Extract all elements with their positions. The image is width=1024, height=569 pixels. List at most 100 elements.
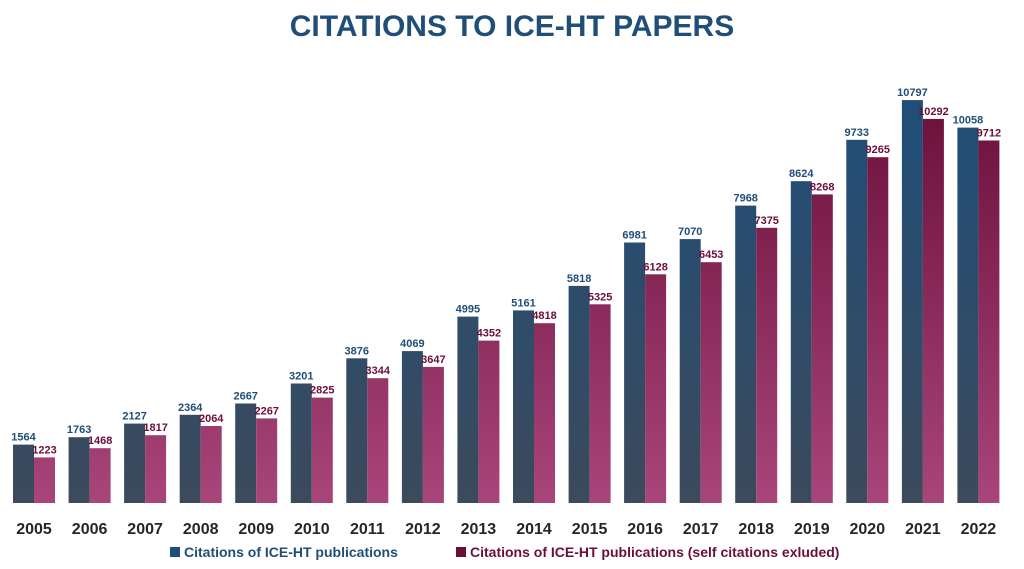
bar-excl-self-2015 <box>589 304 611 503</box>
bar-total-2007 <box>124 423 146 503</box>
legend-label-excl-self: Citations of ICE-HT publications (self c… <box>470 544 839 560</box>
value-label-excl-self-2005: 1223 <box>32 444 56 456</box>
bar-excl-self-2021 <box>922 118 944 504</box>
value-label-total-2012: 4069 <box>400 338 424 350</box>
x-tick-2011: 2011 <box>350 521 385 538</box>
value-label-total-2015: 5818 <box>567 273 591 285</box>
bar-total-2011 <box>346 358 368 503</box>
bar-total-2017 <box>679 239 701 503</box>
value-label-excl-self-2012: 3647 <box>421 354 445 366</box>
value-label-total-2020: 9733 <box>845 127 869 139</box>
x-tick-2017: 2017 <box>683 521 719 538</box>
bar-excl-self-2009 <box>256 418 278 503</box>
value-label-excl-self-2016: 6128 <box>643 261 667 273</box>
bar-total-2016 <box>624 242 646 503</box>
x-tick-2021: 2021 <box>905 521 941 538</box>
value-label-excl-self-2014: 4818 <box>532 310 556 322</box>
bar-excl-self-2012 <box>422 366 444 503</box>
bar-total-2021 <box>901 100 923 503</box>
value-label-total-2011: 3876 <box>345 345 369 357</box>
bar-excl-self-2010 <box>311 397 333 503</box>
bar-total-2012 <box>401 351 423 503</box>
value-label-excl-self-2018: 7375 <box>754 215 778 227</box>
bar-total-2010 <box>290 383 312 503</box>
bar-total-2022 <box>957 127 979 503</box>
value-label-total-2008: 2364 <box>178 402 203 414</box>
value-label-excl-self-2011: 3344 <box>366 365 391 377</box>
x-tick-2018: 2018 <box>738 521 774 538</box>
value-label-total-2006: 1763 <box>67 424 91 436</box>
value-label-excl-self-2009: 2267 <box>254 405 278 417</box>
bars-layer <box>13 100 1000 504</box>
value-label-excl-self-2010: 2825 <box>310 385 334 397</box>
value-label-excl-self-2015: 5325 <box>588 291 612 303</box>
value-label-excl-self-2006: 1468 <box>88 435 112 447</box>
value-label-total-2014: 5161 <box>511 297 535 309</box>
x-axis-ticks: 2005 2006 2007 2008 2009 2010 2011 2012 2013 2014… <box>16 521 996 538</box>
value-label-total-2017: 7070 <box>678 226 702 238</box>
value-label-total-2010: 3201 <box>289 371 313 383</box>
legend-swatch-excl-self <box>456 547 466 557</box>
bar-total-2018 <box>735 205 757 503</box>
value-label-total-2016: 6981 <box>622 230 646 242</box>
bar-total-2015 <box>568 285 590 503</box>
bar-excl-self-2007 <box>145 435 167 503</box>
bar-excl-self-2022 <box>978 140 1000 503</box>
x-tick-2020: 2020 <box>850 521 886 538</box>
value-label-excl-self-2020: 9265 <box>866 144 890 156</box>
x-tick-2006: 2006 <box>72 521 108 538</box>
value-label-total-2018: 7968 <box>733 193 757 205</box>
x-tick-2022: 2022 <box>961 521 997 538</box>
legend-swatch-total <box>170 547 180 557</box>
value-label-total-2013: 4995 <box>456 304 480 316</box>
x-tick-2015: 2015 <box>572 521 608 538</box>
x-tick-2005: 2005 <box>16 521 52 538</box>
x-tick-2013: 2013 <box>461 521 497 538</box>
value-label-excl-self-2021: 10292 <box>918 106 949 118</box>
value-label-total-2022: 10058 <box>953 115 984 127</box>
bar-total-2006 <box>68 437 90 503</box>
value-label-excl-self-2022: 9712 <box>977 128 1001 140</box>
x-tick-2009: 2009 <box>238 521 274 538</box>
bar-total-2014 <box>513 310 534 503</box>
bar-excl-self-2011 <box>367 378 389 503</box>
value-label-total-2021: 10797 <box>897 87 928 99</box>
value-label-total-2007: 2127 <box>122 411 146 423</box>
x-tick-2019: 2019 <box>794 521 830 538</box>
bar-excl-self-2017 <box>700 262 722 503</box>
bar-total-2019 <box>790 181 812 503</box>
value-label-excl-self-2008: 2064 <box>199 413 224 425</box>
bar-total-2005 <box>13 444 34 503</box>
x-tick-2010: 2010 <box>294 521 330 538</box>
bar-excl-self-2013 <box>478 340 500 503</box>
bar-total-2013 <box>457 316 479 503</box>
bar-excl-self-2016 <box>645 274 667 503</box>
x-tick-2007: 2007 <box>127 521 163 538</box>
value-label-excl-self-2007: 1817 <box>143 422 167 434</box>
value-label-total-2019: 8624 <box>789 168 814 180</box>
bar-total-2009 <box>235 403 257 503</box>
value-label-total-2009: 2667 <box>233 391 257 403</box>
bar-excl-self-2019 <box>811 194 833 503</box>
x-tick-2012: 2012 <box>405 521 441 538</box>
bar-total-2008 <box>179 414 201 503</box>
value-label-total-2005: 1564 <box>11 432 36 444</box>
bar-excl-self-2018 <box>756 227 778 504</box>
value-label-excl-self-2013: 4352 <box>477 328 501 340</box>
bar-excl-self-2006 <box>89 448 111 503</box>
bar-excl-self-2005 <box>34 457 55 503</box>
legend-label-total: Citations of ICE-HT publications <box>184 544 398 560</box>
bar-excl-self-2014 <box>534 323 555 503</box>
value-label-excl-self-2017: 6453 <box>699 249 723 261</box>
bar-excl-self-2008 <box>200 426 222 503</box>
legend: Citations of ICE-HT publications Citation… <box>170 544 839 560</box>
bar-excl-self-2020 <box>867 157 889 503</box>
x-tick-2008: 2008 <box>183 521 219 538</box>
value-label-excl-self-2019: 8268 <box>810 181 834 193</box>
bar-total-2020 <box>846 139 868 504</box>
x-tick-2016: 2016 <box>627 521 663 538</box>
x-tick-2014: 2014 <box>516 521 552 538</box>
